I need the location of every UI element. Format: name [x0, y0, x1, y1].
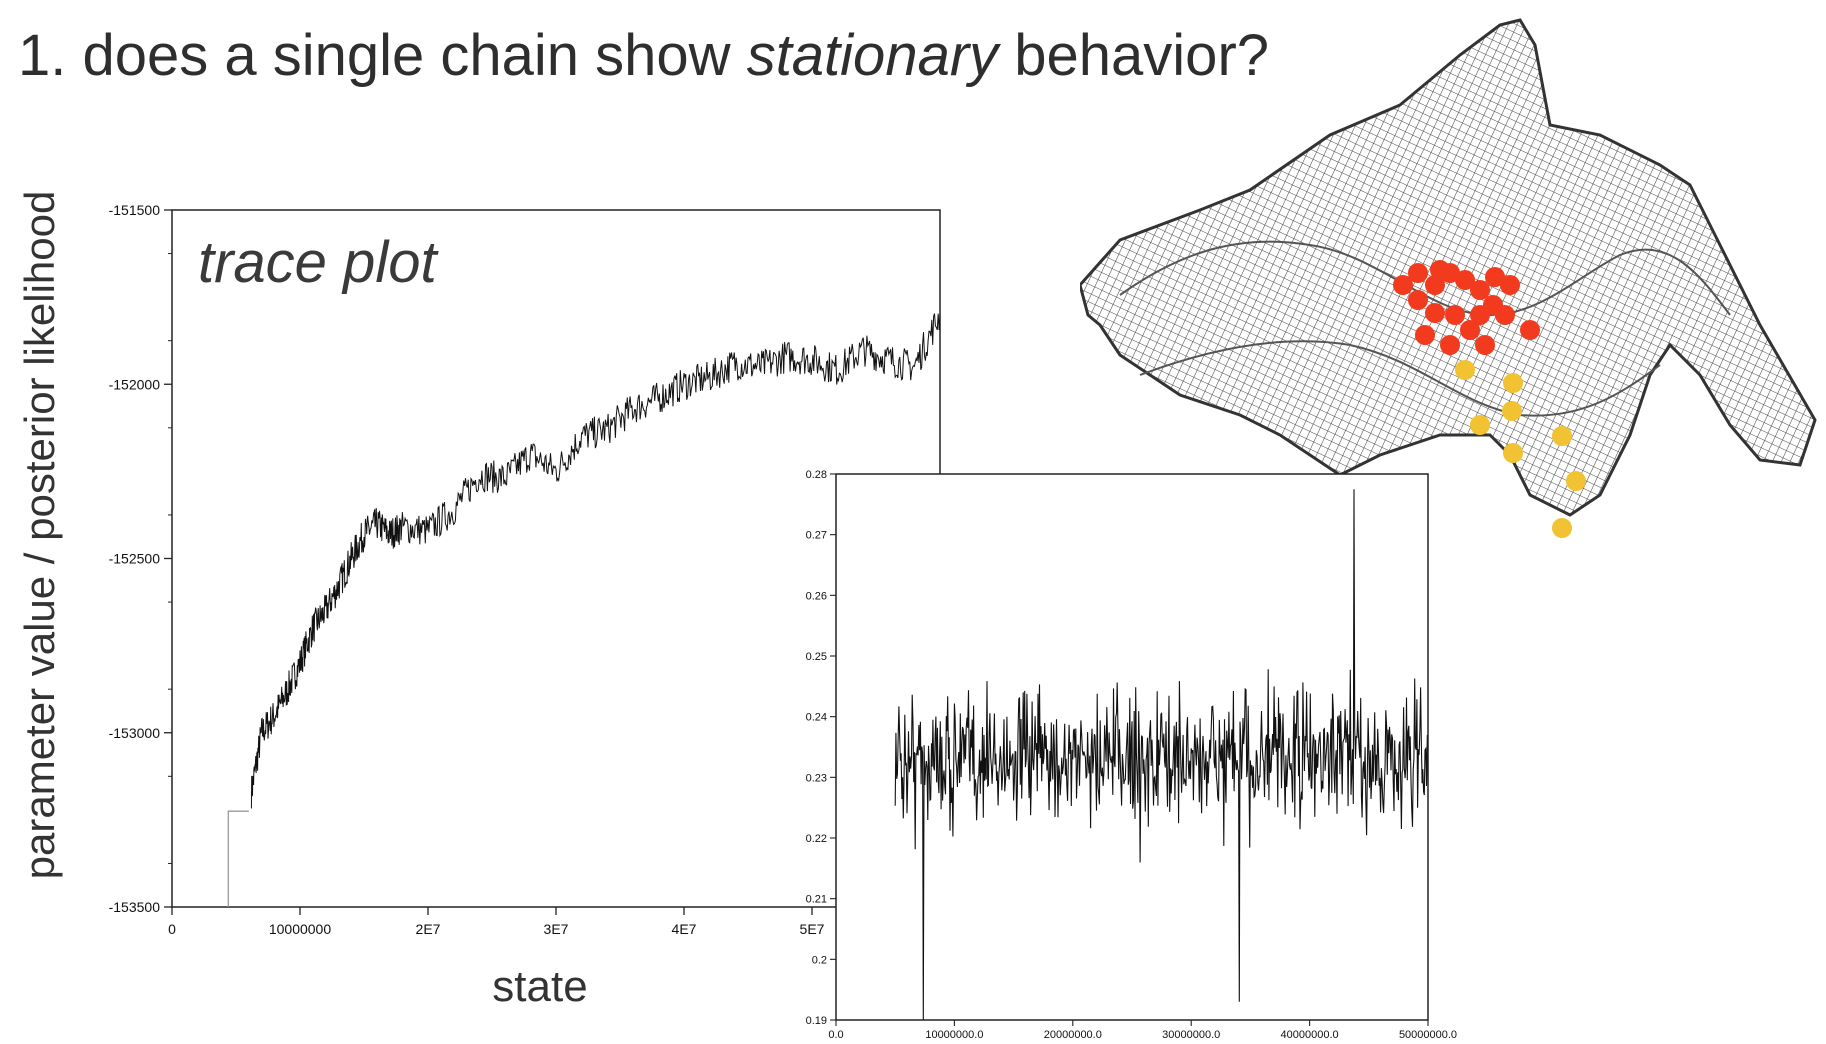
red-sample-point	[1470, 280, 1490, 300]
title-prefix: 1. does a single chain show	[18, 23, 747, 88]
inset-y-tick-label: 0.24	[806, 712, 827, 724]
slide-title: 1. does a single chain show stationary b…	[18, 22, 1269, 89]
red-sample-point	[1470, 305, 1490, 325]
x-tick-label: 3E7	[544, 921, 569, 937]
trace-series-line	[250, 313, 941, 809]
x-tick-label: 0	[168, 921, 176, 937]
inset-x-tick-label: 20000000.0	[1044, 1029, 1102, 1041]
yellow-sample-point	[1566, 471, 1586, 491]
inset-y-tick-label: 0.28	[806, 469, 827, 481]
x-tick-label: 2E7	[416, 921, 441, 937]
title-emphasis: stationary	[746, 23, 999, 88]
red-sample-point	[1475, 335, 1495, 355]
red-sample-point	[1520, 320, 1540, 340]
y-tick-label: -153500	[109, 899, 161, 915]
red-sample-point	[1500, 275, 1520, 295]
surface-valley-line	[1139, 340, 1661, 417]
inset-x-tick-label: 10000000.0	[925, 1029, 983, 1041]
inset-y-tick-label: 0.21	[806, 894, 827, 906]
red-sample-point	[1445, 305, 1465, 325]
yellow-sample-point	[1503, 443, 1523, 463]
x-tick-label: 10000000	[269, 921, 332, 937]
inset-frame	[835, 473, 1429, 1021]
inset-x-tick-label: 0.0	[828, 1029, 843, 1041]
yellow-sample-point	[1552, 518, 1572, 538]
inset-y-tick-label: 0.19	[806, 1015, 827, 1027]
inset-y-tick-label: 0.2	[812, 954, 827, 966]
yellow-sample-point	[1552, 426, 1572, 446]
yellow-sample-point	[1470, 415, 1490, 435]
red-sample-point	[1430, 260, 1450, 280]
inset-y-tick-label: 0.27	[806, 530, 827, 542]
red-sample-point	[1393, 275, 1413, 295]
trace-plot-annotation: trace plot	[198, 230, 439, 295]
inset-x-tick-label: 40000000.0	[1281, 1029, 1339, 1041]
inset-x-tick-label: 30000000.0	[1162, 1029, 1220, 1041]
likelihood-surface-figure	[1080, 18, 1817, 538]
red-sample-point	[1415, 325, 1435, 345]
y-tick-label: -152000	[109, 376, 161, 392]
x-tick-label: 5E7	[800, 921, 825, 937]
red-sample-point	[1460, 320, 1480, 340]
x-tick-label: 4E7	[672, 921, 697, 937]
title-suffix: behavior?	[998, 23, 1270, 88]
yellow-sample-point	[1503, 373, 1523, 393]
inset-y-tick-label: 0.25	[806, 651, 827, 663]
x-axis-label: state	[492, 962, 588, 1011]
y-tick-label: -153000	[109, 725, 161, 741]
inset-y-tick-label: 0.23	[806, 772, 827, 784]
yellow-sample-point	[1502, 401, 1522, 421]
red-sample-point	[1485, 267, 1505, 287]
red-sample-point	[1455, 270, 1475, 290]
inset-y-tick-label: 0.22	[806, 833, 827, 845]
red-sample-point	[1425, 303, 1445, 323]
red-sample-point	[1440, 335, 1460, 355]
inset-x-tick-label: 50000000.0	[1399, 1029, 1457, 1041]
inset-series-line	[894, 489, 1429, 1021]
y-tick-label: -152500	[109, 551, 161, 567]
red-sample-point	[1408, 290, 1428, 310]
red-sample-point	[1408, 263, 1428, 283]
y-tick-label: -151500	[109, 202, 161, 218]
red-sample-point	[1495, 305, 1515, 325]
burnin-segment	[227, 810, 249, 907]
inset-y-tick-label: 0.26	[806, 590, 827, 602]
yellow-sample-point	[1455, 360, 1475, 380]
